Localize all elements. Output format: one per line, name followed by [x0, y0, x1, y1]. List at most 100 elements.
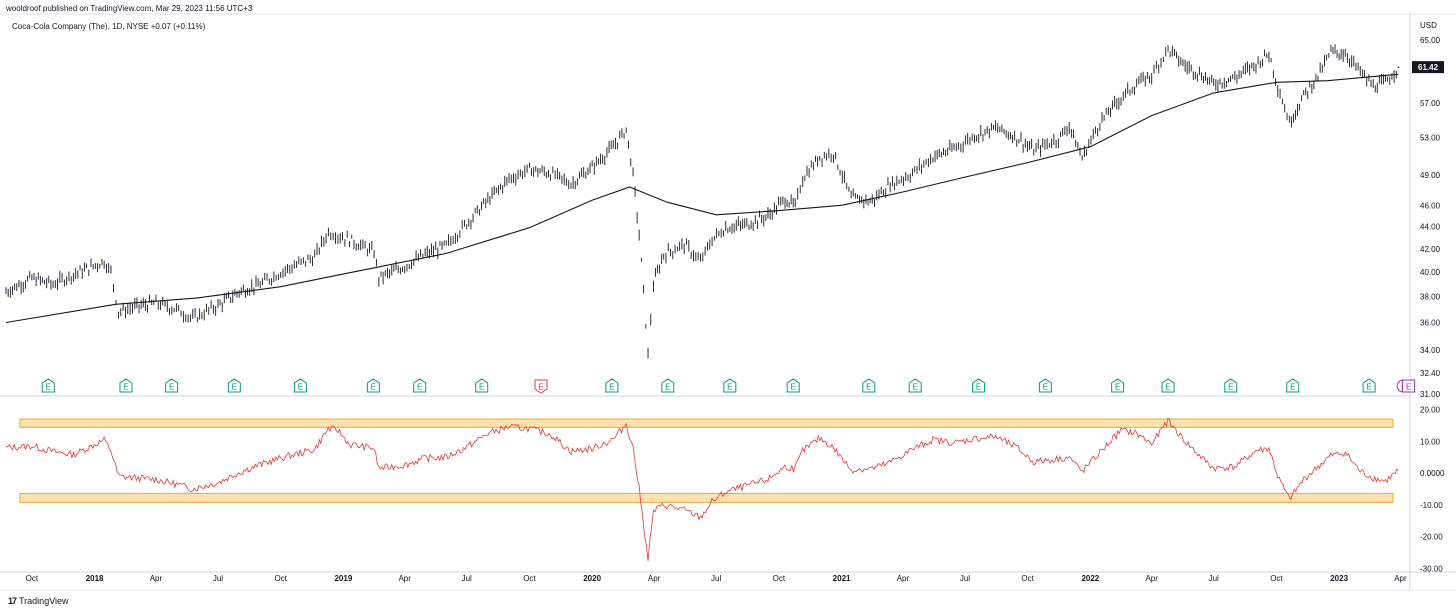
earnings-marker-label: E — [232, 383, 237, 392]
oscillator-line — [5, 417, 1399, 562]
price-tick-label: 65.00 — [1420, 36, 1441, 45]
earnings-marker-label: E — [1228, 383, 1233, 392]
earnings-marker-icon[interactable] — [1161, 378, 1175, 393]
earnings-marker-label: E — [417, 383, 422, 392]
date-tick-label: Apr — [897, 574, 910, 583]
earnings-marker-icon[interactable] — [293, 378, 307, 393]
oscillator-tick-label: -10.00 — [1420, 501, 1443, 510]
earnings-marker-label: E — [298, 383, 303, 392]
price-bars — [5, 44, 1397, 359]
earnings-marker-label: E — [371, 383, 376, 392]
earnings-marker-label: E — [1043, 383, 1048, 392]
date-tick-label: Jul — [213, 574, 223, 583]
date-tick-label: Apr — [648, 574, 661, 583]
earnings-marker-label: E — [665, 383, 670, 392]
earnings-marker-icon[interactable] — [475, 378, 489, 393]
price-last-point — [1397, 66, 1400, 69]
date-tick-label: 2022 — [1081, 574, 1099, 583]
earnings-marker-icon[interactable] — [1402, 379, 1416, 393]
earnings-marker-label: E — [913, 383, 918, 392]
date-tick-label: 2018 — [86, 574, 104, 583]
earnings-marker-icon[interactable] — [972, 378, 986, 393]
price-tick-label: 42.00 — [1420, 245, 1441, 254]
earnings-marker-icon[interactable] — [661, 378, 675, 393]
earnings-marker-label: E — [976, 383, 981, 392]
earnings-marker-label: E — [1115, 383, 1120, 392]
earnings-marker-label: E — [1165, 383, 1170, 392]
earnings-marker-icon[interactable] — [908, 378, 922, 393]
earnings-marker-icon[interactable] — [165, 378, 179, 393]
earnings-marker-label: E — [1290, 383, 1295, 392]
date-tick-label: Oct — [523, 574, 536, 583]
earnings-marker-icon[interactable] — [227, 378, 241, 393]
tradingview-brand: TradingView — [19, 596, 69, 606]
earnings-marker-icon[interactable] — [413, 378, 427, 393]
earnings-marker-icon[interactable] — [862, 378, 876, 393]
oscillator-tick-label: 20.00 — [1420, 406, 1441, 415]
price-tick-label: 38.00 — [1420, 293, 1441, 302]
tradingview-logo-icon: 17 — [8, 596, 17, 606]
earnings-marker-label: E — [1366, 383, 1371, 392]
date-tick-label: 2021 — [833, 574, 851, 583]
earnings-marker-icon[interactable] — [1111, 378, 1125, 393]
earnings-marker-icon[interactable] — [41, 378, 55, 393]
earnings-marker-icon[interactable] — [1224, 378, 1238, 393]
earnings-marker-icon[interactable] — [119, 378, 133, 393]
price-tick-label: 57.00 — [1420, 99, 1441, 108]
earnings-marker-label: E — [609, 383, 614, 392]
price-tick-label: 49.00 — [1420, 171, 1441, 180]
earnings-marker-label: E — [727, 383, 732, 392]
symbol-line: Coca-Cola Company (The), 1D, NYSE +0.07 … — [12, 22, 206, 31]
earnings-marker-icon[interactable] — [723, 378, 737, 393]
date-tick-label: Jul — [711, 574, 721, 583]
earnings-marker-label: E — [123, 383, 128, 392]
earnings-marker-label: E — [169, 383, 174, 392]
earnings-marker-icon[interactable] — [1038, 378, 1052, 393]
earnings-marker-label: E — [866, 383, 871, 392]
earnings-marker-label: E — [538, 383, 543, 392]
date-tick-label: 2020 — [583, 574, 601, 583]
date-tick-label: Jul — [1209, 574, 1219, 583]
highlight-band[interactable] — [19, 492, 1394, 503]
oscillator-tick-label: 10.00 — [1420, 437, 1441, 446]
earnings-marker-label: E — [1406, 383, 1411, 392]
highlight-band[interactable] — [19, 418, 1394, 428]
price-axis-unit: USD — [1420, 21, 1437, 30]
price-tick-label: 44.00 — [1420, 223, 1441, 232]
date-tick-label: Apr — [1145, 574, 1158, 583]
earnings-marker-icon[interactable] — [1362, 378, 1376, 393]
last-price-label: 61.42 — [1418, 63, 1439, 72]
tradingview-footer[interactable]: 17 TradingView — [8, 596, 69, 606]
price-tick-label: 36.00 — [1420, 319, 1441, 328]
date-tick-label: 2023 — [1330, 574, 1348, 583]
price-tick-label: 34.00 — [1420, 346, 1441, 355]
date-tick-label: Apr — [150, 574, 163, 583]
date-tick-label: Jul — [960, 574, 970, 583]
date-tick-label: Oct — [773, 574, 786, 583]
earnings-marker-icon[interactable] — [786, 378, 800, 393]
earnings-marker-label: E — [791, 383, 796, 392]
price-tick-label: 53.00 — [1420, 134, 1441, 143]
date-tick-label: Oct — [26, 574, 39, 583]
earnings-marker-label: E — [46, 383, 51, 392]
date-tick-label: Apr — [398, 574, 411, 583]
earnings-marker-icon[interactable] — [1286, 378, 1300, 393]
price-tick-label: 46.00 — [1420, 201, 1441, 210]
date-tick-label: Oct — [1270, 574, 1283, 583]
earnings-marker-icon[interactable] — [605, 378, 619, 393]
earnings-marker-label: E — [479, 383, 484, 392]
date-tick-label: Jul — [462, 574, 472, 583]
date-tick-label: 2019 — [334, 574, 352, 583]
oscillator-tick-label: -20.00 — [1420, 533, 1443, 542]
price-tick-label: 40.00 — [1420, 268, 1441, 277]
price-tick-label: 32.40 — [1420, 369, 1441, 378]
earnings-marker-icon[interactable] — [366, 378, 380, 393]
oscillator-tick-label: 0.0000 — [1420, 469, 1445, 478]
earnings-marker-icon[interactable] — [534, 379, 548, 394]
oscillator-tick-label: -30.00 — [1420, 564, 1443, 573]
price-tick-label: 31.00 — [1420, 390, 1441, 399]
date-tick-label: Oct — [1021, 574, 1034, 583]
date-tick-label: Oct — [274, 574, 287, 583]
